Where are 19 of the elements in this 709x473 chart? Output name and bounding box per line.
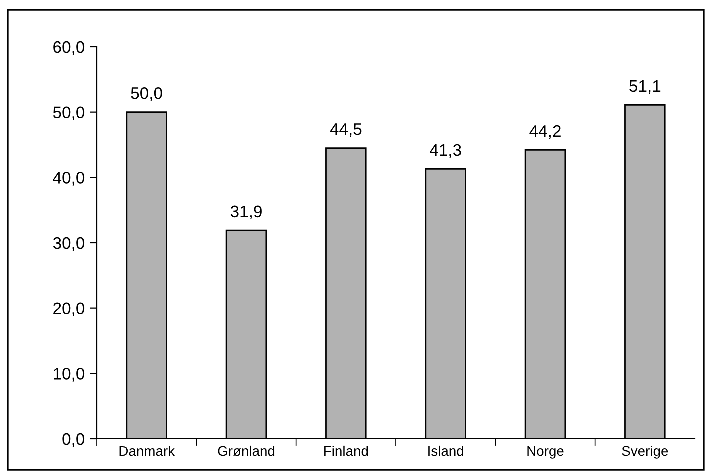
y-tick-label: 50,0	[53, 106, 85, 121]
x-tick-label: Sverige	[622, 446, 668, 459]
y-tick-label: 30,0	[53, 237, 85, 252]
y-tick-label: 40,0	[53, 172, 85, 186]
y-tick-label: 0,0	[62, 433, 85, 448]
data-label: 44,2	[530, 125, 561, 140]
x-tick-label: Island	[428, 446, 464, 456]
y-tick-label: 60,0	[54, 41, 85, 56]
data-label: 50,0	[131, 88, 162, 102]
y-tick-label: 10,0	[54, 368, 85, 382]
y-tick-label: 20,0	[54, 302, 85, 317]
data-label: 51,1	[630, 80, 661, 94]
x-tick-label: Grønland	[218, 446, 275, 456]
data-label: 41,3	[430, 144, 462, 158]
x-tick-label: Finland	[324, 446, 368, 456]
data-label: 44,5	[330, 124, 362, 138]
data-label: 31,9	[230, 206, 262, 220]
x-tick-label: Danmark	[120, 446, 176, 456]
x-tick-label: Norge	[528, 446, 564, 459]
